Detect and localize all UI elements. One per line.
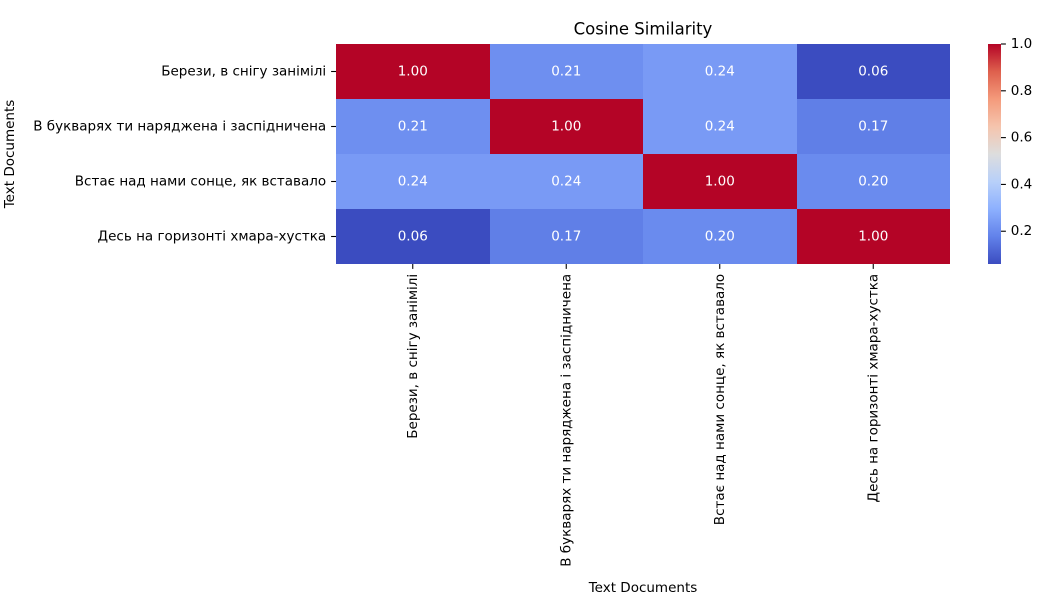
cell-annotation-1-0: 0.21: [398, 119, 428, 135]
cell-annotation-0-2: 0.24: [705, 64, 735, 80]
chart-title: Cosine Similarity: [574, 20, 713, 39]
colorbar-tick-label-0: 0.2: [1011, 223, 1032, 239]
y-tick-label-3: Десь на горизонті хмара-хустка: [98, 229, 327, 245]
heatmap-cell-0-1: [490, 44, 643, 99]
y-tick-label-0: Берези, в снігу занімілі: [161, 64, 326, 80]
heatmap-cell-2-0: [336, 154, 490, 209]
heatmap-cell-0-0: [336, 44, 490, 99]
heatmap-cell-3-0: [336, 209, 490, 264]
x-tick-label-2: Встає над нами сонце, як вставало: [712, 274, 728, 525]
heatmap-cell-0-3: [797, 44, 950, 99]
x-tick-label-0: Берези, в снігу занімілі: [405, 274, 421, 439]
heatmap-cell-1-3: [797, 99, 950, 154]
heatmap-cell-3-1: [490, 209, 643, 264]
cell-annotation-1-1: 1.00: [551, 119, 581, 135]
cell-annotation-3-2: 0.20: [705, 229, 735, 245]
cell-annotation-2-3: 0.20: [858, 174, 888, 190]
cell-annotation-3-3: 1.00: [858, 229, 888, 245]
colorbar-tick-label-3: 0.8: [1011, 83, 1032, 99]
heatmap-cell-2-3: [797, 154, 950, 209]
colorbar-ticks: 0.2 0.4 0.6 0.8 1.0: [1001, 36, 1032, 239]
colorbar-tick-label-2: 0.6: [1011, 130, 1032, 146]
cell-annotation-2-1: 0.24: [551, 174, 581, 190]
cell-annotation-2-0: 0.24: [398, 174, 428, 190]
x-tick-label-1: В букварях ти наряджена і заспідничена: [558, 274, 574, 567]
heatmap-cell-3-2: [643, 209, 797, 264]
cell-annotation-3-1: 0.17: [551, 229, 581, 245]
colorbar-gradient: [988, 44, 1001, 264]
y-tick-label-1: В букварях ти наряджена і заспідничена: [33, 119, 326, 135]
x-tick-label-3: Десь на горизонті хмара-хустка: [865, 274, 881, 503]
heatmap-cell-3-3: [797, 209, 950, 264]
x-axis-label: Text Documents: [588, 580, 698, 596]
heatmap-cell-1-0: [336, 99, 490, 154]
y-tick-label-2: Встає над нами сонце, як вставало: [75, 174, 326, 190]
cell-annotation-2-2: 1.00: [705, 174, 735, 190]
cell-annotation-1-3: 0.17: [858, 119, 888, 135]
heatmap-cells: [336, 44, 950, 264]
cell-annotation-0-1: 0.21: [551, 64, 581, 80]
cell-annotation-0-3: 0.06: [858, 64, 888, 80]
heatmap-cell-2-2: [643, 154, 797, 209]
y-axis-label: Text Documents: [2, 100, 18, 210]
heatmap-cell-2-1: [490, 154, 643, 209]
cell-annotation-1-2: 0.24: [705, 119, 735, 135]
x-axis-ticks: Берези, в снігу занімілі В букварях ти на…: [405, 264, 881, 567]
heatmap-cell-0-2: [643, 44, 797, 99]
y-axis-ticks: Берези, в снігу занімілі В букварях ти на…: [33, 64, 336, 245]
heatmap-annotations: 1.00 0.21 0.24 0.06 0.21 1.00 0.24 0.17 0.24 0.24…: [398, 64, 889, 245]
heatmap-cell-1-1: [490, 99, 643, 154]
cell-annotation-0-0: 1.00: [398, 64, 428, 80]
cell-annotation-3-0: 0.06: [398, 229, 428, 245]
heatmap-cell-1-2: [643, 99, 797, 154]
colorbar-tick-label-4: 1.0: [1011, 36, 1032, 52]
colorbar-tick-label-1: 0.4: [1011, 176, 1032, 192]
